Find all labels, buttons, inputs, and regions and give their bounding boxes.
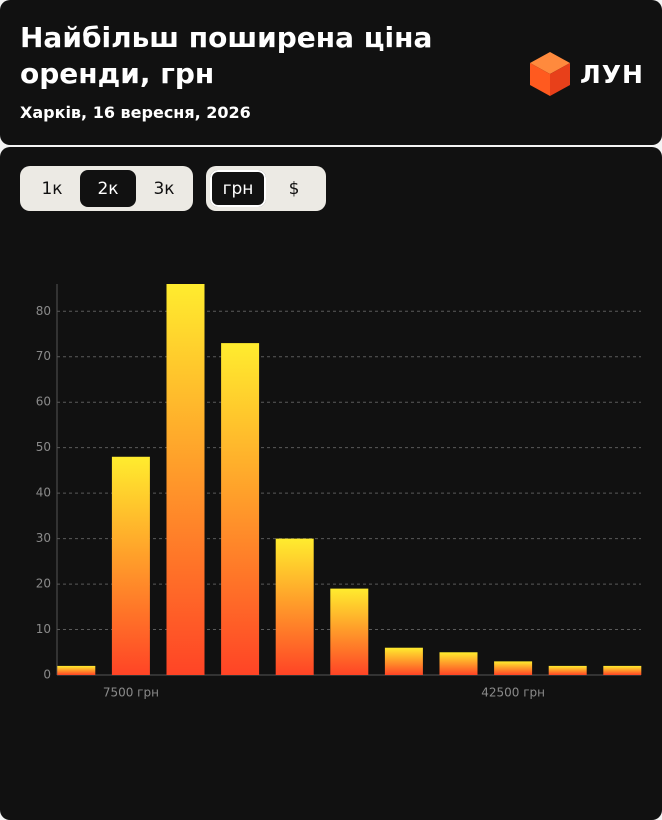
toggle-button[interactable]: 3к <box>153 178 175 199</box>
rooms-toggle: 1к 2к 3к <box>20 166 193 211</box>
title: Найбільш поширена ціна оренди, грн <box>20 21 433 90</box>
toggle-button[interactable]: 1к <box>41 178 63 199</box>
bar <box>494 661 533 675</box>
y-tick-label: 80 <box>36 304 51 318</box>
bar <box>548 665 587 675</box>
y-tick-label: 10 <box>36 622 51 636</box>
logo[interactable]: ЛУН <box>530 52 644 96</box>
subtitle: Харків, 16 вересня, 2026 <box>20 103 251 122</box>
chart-card: 1к 2к 3к грн $ <box>0 147 662 820</box>
bar <box>439 652 478 675</box>
bar <box>384 647 423 675</box>
y-tick-label: 30 <box>36 531 51 545</box>
bar <box>221 343 260 675</box>
toggle-button[interactable]: 2к <box>80 170 136 207</box>
bar <box>330 588 369 675</box>
y-tick-label: 70 <box>36 349 51 363</box>
toggle-button[interactable]: грн <box>210 170 266 207</box>
bar <box>57 665 96 675</box>
y-tick-label: 50 <box>36 440 51 454</box>
bar <box>111 456 150 675</box>
currency-toggle: грн $ <box>206 166 326 211</box>
header-card: Найбільш поширена ціна оренди, грн Харкі… <box>0 0 662 145</box>
x-tick-label: 7500 грн <box>103 686 159 700</box>
y-tick-label: 40 <box>36 486 51 500</box>
logo-text: ЛУН <box>580 59 644 89</box>
y-tick-label: 0 <box>43 668 51 682</box>
bar <box>603 665 642 675</box>
logo-icon <box>530 52 570 96</box>
y-tick-label: 60 <box>36 395 51 409</box>
bar <box>275 538 314 675</box>
y-tick-label: 20 <box>36 577 51 591</box>
x-tick-label: 42500 грн <box>481 686 545 700</box>
bar <box>166 284 205 675</box>
toggle-button[interactable]: $ <box>288 178 300 199</box>
